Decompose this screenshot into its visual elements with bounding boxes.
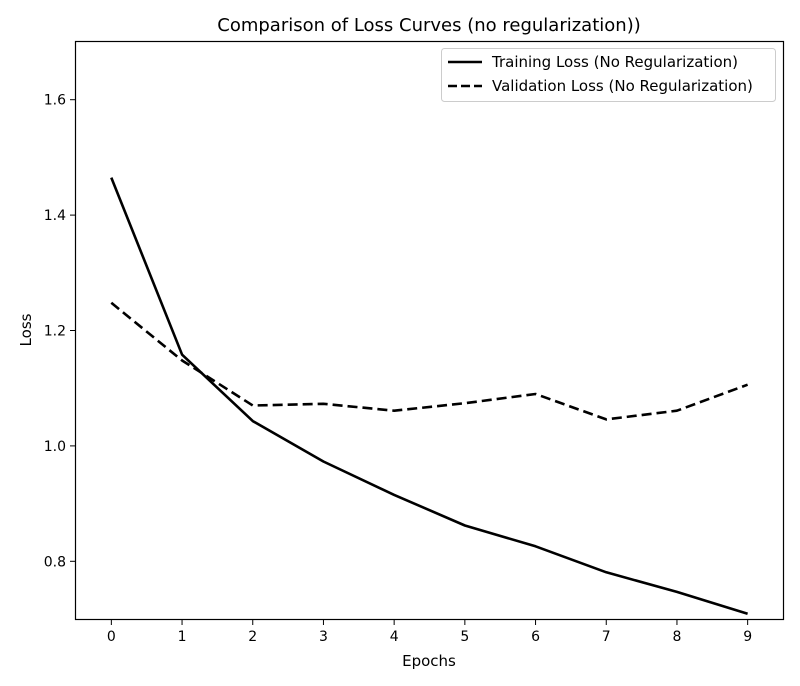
x-tick-label: 3: [319, 629, 328, 645]
validation-loss-line: [110, 301, 749, 421]
y-tick-label: 1.4: [44, 208, 66, 224]
plot-area: [74, 40, 785, 621]
legend-box: [441, 48, 776, 102]
series-layer: [110, 177, 749, 616]
y-tick-label: 1.0: [44, 439, 66, 455]
y-tick-label: 1.2: [44, 324, 66, 340]
plot-frame: [74, 40, 785, 621]
x-tick-label: 9: [743, 629, 752, 645]
x-tick-label: 7: [602, 629, 611, 645]
x-tick-label: 1: [178, 629, 187, 645]
legend-label-validation: Validation Loss (No Regularization): [492, 77, 753, 95]
x-axis-ticks: 0 1 2 3 4 5 6 7 8 9: [107, 619, 752, 645]
y-axis-ticks: 0.8 1.0 1.2 1.4 1.6: [44, 93, 76, 570]
y-tick-label: 1.6: [44, 93, 66, 109]
x-axis-label: Epochs: [402, 652, 456, 670]
legend: Training Loss (No Regularization) Valida…: [441, 48, 776, 102]
y-axis-label: Loss: [17, 313, 35, 346]
x-tick-label: 4: [390, 629, 399, 645]
y-tick-label: 0.8: [44, 554, 66, 570]
x-tick-label: 2: [248, 629, 257, 645]
x-tick-label: 0: [107, 629, 116, 645]
x-tick-label: 6: [531, 629, 540, 645]
legend-label-training: Training Loss (No Regularization): [491, 53, 738, 71]
x-tick-label: 5: [460, 629, 469, 645]
x-tick-label: 8: [672, 629, 681, 645]
chart-title: Comparison of Loss Curves (no regulariza…: [217, 15, 640, 36]
training-loss-line: [110, 177, 748, 616]
